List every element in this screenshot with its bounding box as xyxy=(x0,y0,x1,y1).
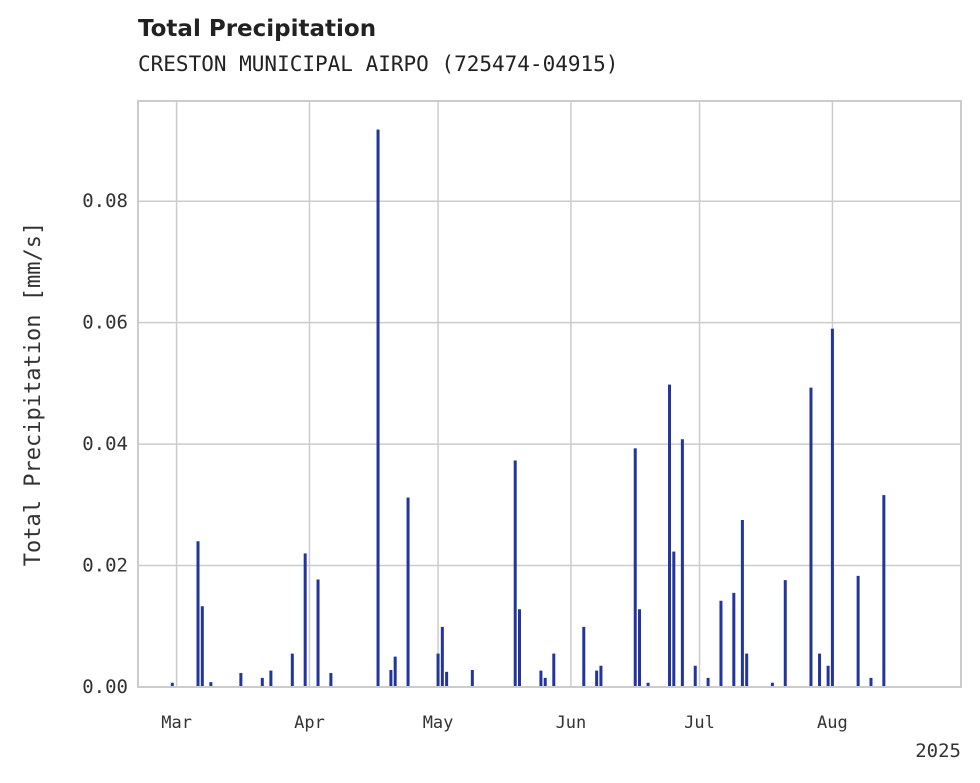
precipitation-bar xyxy=(638,609,642,687)
precipitation-bar xyxy=(783,580,787,687)
precipitation-bar xyxy=(376,129,380,687)
precipitation-bar xyxy=(200,606,204,687)
precipitation-bar xyxy=(672,551,676,687)
x-axis-ticks: Mar Apr May Jun Jul Aug xyxy=(161,713,848,733)
x-tick-label: May xyxy=(423,713,454,733)
precipitation-bar xyxy=(406,497,410,687)
precipitation-bar xyxy=(436,653,440,687)
precipitation-bar xyxy=(316,579,320,687)
y-tick-label: 0.08 xyxy=(82,190,128,212)
precipitation-bar xyxy=(445,671,449,687)
x-tick-label: Jun xyxy=(556,713,587,733)
grid-lines xyxy=(138,101,961,688)
precipitation-bar xyxy=(706,677,710,687)
precipitation-bar xyxy=(668,384,672,687)
precipitation-bar xyxy=(633,448,637,687)
precipitation-bar xyxy=(290,653,294,687)
precipitation-bar xyxy=(719,600,723,687)
precipitation-bar xyxy=(170,682,174,687)
precipitation-bar xyxy=(329,673,333,687)
precipitation-bar xyxy=(582,626,586,687)
precipitation-bar xyxy=(470,669,474,687)
precipitation-bar xyxy=(517,609,521,687)
precipitation-bar xyxy=(539,670,543,687)
precipitation-bar xyxy=(303,553,307,687)
precipitation-bar xyxy=(599,665,603,687)
precipitation-bar xyxy=(393,656,397,687)
y-tick-label: 0.00 xyxy=(82,676,128,698)
chart-title: Total Precipitation xyxy=(138,16,377,42)
x-axis-offset-label: 2025 xyxy=(915,740,961,762)
x-tick-label: Aug xyxy=(817,713,848,733)
precipitation-bar xyxy=(513,460,517,687)
precipitation-bar xyxy=(196,541,200,687)
y-tick-label: 0.02 xyxy=(82,555,128,577)
precipitation-bar xyxy=(552,653,556,687)
precipitation-bar xyxy=(732,592,736,687)
precipitation-bar xyxy=(740,520,744,687)
precipitation-bar xyxy=(260,677,264,687)
precipitation-bar xyxy=(239,673,243,687)
precipitation-bar xyxy=(826,665,830,687)
chart-subtitle: CRESTON MUNICIPAL AIRPO (725474-04915) xyxy=(138,52,619,76)
precipitation-bar xyxy=(209,682,213,687)
precipitation-bar xyxy=(856,575,860,687)
y-axis-ticks: 0.00 0.02 0.04 0.06 0.08 xyxy=(82,190,128,698)
precipitation-bar xyxy=(440,626,444,687)
precipitation-bar xyxy=(830,328,834,687)
precipitation-bar xyxy=(882,495,886,687)
x-tick-label: Mar xyxy=(161,713,192,733)
precipitation-bar xyxy=(269,670,273,687)
precipitation-bar xyxy=(693,665,697,687)
precipitation-bar xyxy=(680,439,684,687)
precipitation-bar xyxy=(543,677,547,687)
precipitation-bar xyxy=(646,682,650,687)
y-tick-label: 0.04 xyxy=(82,433,128,455)
y-tick-label: 0.06 xyxy=(82,312,128,334)
precipitation-bar xyxy=(770,682,774,687)
precipitation-bar xyxy=(809,387,813,687)
precipitation-bar xyxy=(389,669,393,687)
precipitation-bar xyxy=(745,653,749,687)
x-tick-label: Jul xyxy=(684,713,715,733)
y-axis-label: Total Precipitation [mm/s] xyxy=(21,222,46,566)
precipitation-bar xyxy=(869,677,873,687)
precipitation-bar xyxy=(595,670,599,687)
precipitation-bars xyxy=(170,129,886,687)
x-tick-label: Apr xyxy=(294,713,325,733)
precipitation-bar xyxy=(818,653,822,687)
plot-frame xyxy=(137,100,962,688)
